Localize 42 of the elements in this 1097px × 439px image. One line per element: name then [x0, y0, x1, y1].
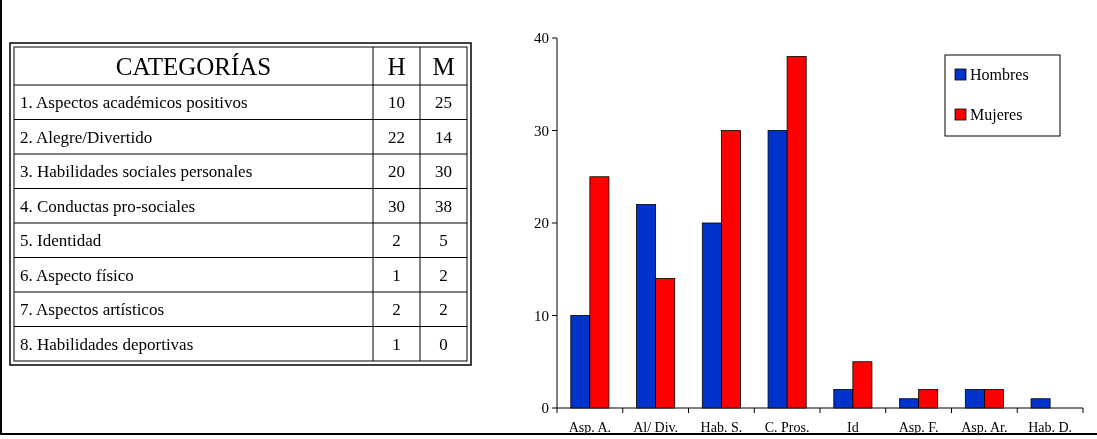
y-tick-label: 30 [534, 122, 549, 139]
category-label: 6. Aspecto físico [20, 265, 134, 285]
x-tick-label: Asp. A. [568, 420, 612, 435]
data-label: 14 [435, 127, 453, 147]
text: M [432, 53, 455, 80]
category-label: 7. Aspectos artísticos [20, 300, 165, 320]
category-label: 1. Aspectos académicos positivos [20, 93, 248, 113]
y-tick-label: 10 [534, 307, 549, 324]
data-label: 20 [388, 162, 405, 182]
y-tick-label: 40 [534, 30, 549, 46]
x-tick-label: Hab. S. [700, 420, 743, 435]
category-label: 4. Conductas pro-sociales [20, 196, 196, 216]
data-label: 38 [435, 196, 452, 216]
data-label: 0 [439, 334, 448, 354]
category-label: 2. Alegre/Divertido [20, 127, 153, 147]
data-label: 30 [435, 162, 452, 182]
x-tick-label: C. Pros. [764, 420, 810, 435]
x-tick-label: Asp. Ar. [961, 420, 1008, 435]
data-label: 2 [392, 300, 401, 320]
data-label: 30 [388, 196, 405, 216]
category-label: 5. Identidad [20, 231, 102, 251]
data-label: 2 [392, 231, 401, 251]
data-label: 2 [439, 265, 448, 285]
data-label: 25 [435, 93, 452, 113]
x-tick-label: Hab. D. [1028, 420, 1073, 435]
text: H [387, 53, 406, 80]
x-tick-label: Al/ Div. [633, 420, 679, 435]
x-tick-label: Id [847, 420, 859, 435]
data-label: 22 [388, 127, 405, 147]
data-label: 5 [439, 231, 448, 251]
data-label: 1 [392, 334, 401, 354]
y-tick-label: 20 [534, 215, 549, 231]
legend-label: Hombres [970, 66, 1029, 83]
data-label: 2 [439, 300, 448, 320]
legend-label: Mujeres [970, 106, 1023, 124]
data-label: 10 [388, 93, 405, 113]
data-label: 1 [392, 265, 401, 285]
y-tick-label: 0 [541, 400, 549, 416]
category-label: 8. Habilidades deportivas [20, 334, 194, 354]
category-label: 3. Habilidades sociales personales [20, 162, 253, 182]
x-tick-label: Asp. F. [898, 420, 939, 435]
text: CATEGORÍAS [115, 53, 272, 80]
